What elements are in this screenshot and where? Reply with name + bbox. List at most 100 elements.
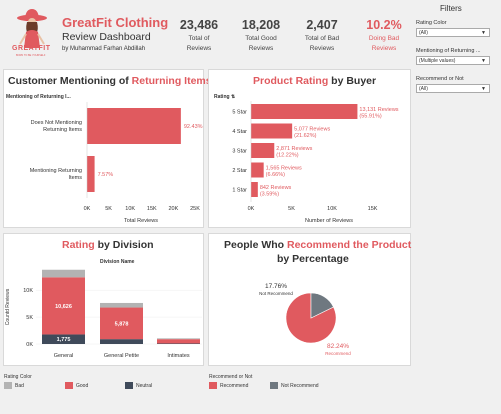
returning-x-tick: 15K <box>147 206 157 212</box>
legend-recommend-title: Recommend or Not <box>209 374 253 380</box>
legend-label-good: Good <box>76 383 89 389</box>
returning-bar <box>87 108 181 144</box>
logo-tagline: BORN TO BE YOURSELF <box>16 54 46 57</box>
rating-bar <box>251 143 275 158</box>
division-bar-neutral <box>157 343 200 344</box>
rating-data-label: 5,077 Reviews <box>294 127 330 133</box>
returning-x-tick: 20K <box>169 206 179 212</box>
filter-recommend-select[interactable]: (All) ▼ <box>416 84 490 93</box>
legend-recommend: Recommend Not Recommend <box>209 382 409 392</box>
filter-returning-label: Mentioning of Returning ... <box>416 48 481 54</box>
returning-category-label: Items <box>69 175 83 181</box>
not-recommend-category-label: Not Recommend <box>259 291 293 296</box>
rating-data-label-pct: (3.59%) <box>260 192 279 198</box>
panel-recommend-title-b: Recommend the Product <box>287 239 412 251</box>
kpi-bad-percent-value: 10.2% <box>366 18 402 32</box>
division-category-label: General Petite <box>104 353 139 359</box>
dashboard-subtitle: Review Dashboard <box>62 31 151 43</box>
division-category-label: Intimates <box>167 353 190 359</box>
returning-x-tick: 5K <box>105 206 112 212</box>
panel-division-title: Rating by Division <box>62 239 154 251</box>
recommend-pie-slice-recommend <box>285 292 337 344</box>
filter-returning-select[interactable]: (Multiple values) ▼ <box>416 56 490 65</box>
kpi-good-reviews-value: 18,208 <box>241 18 281 32</box>
dashboard-author: by Muhammad Farhan Abdillah <box>62 46 146 52</box>
rating-data-label-pct: (12.22%) <box>276 153 298 159</box>
returning-x-axis-label: Total Reviews <box>124 218 158 224</box>
filter-returning-value: (Multiple values) <box>419 58 456 64</box>
rating-x-tick: 0K <box>248 206 255 212</box>
recommend-pie-slice-not-recommend <box>310 292 334 319</box>
rating-x-axis-label: Number of Reviews <box>305 218 353 224</box>
division-bar-good <box>157 339 200 344</box>
legend-label-not-recommend: Not Recommend <box>281 383 319 389</box>
returning-x-tick: 10K <box>125 206 135 212</box>
rating-category-label: 1 Star <box>232 188 247 194</box>
kpi-bad-reviews-label2: Reviews <box>309 45 335 52</box>
returning-header-label: Mentioning of Returning I... <box>6 94 71 100</box>
panel-recommend-title-a: People Who <box>224 239 287 251</box>
not-recommend-data-label: 17.76% <box>265 283 287 290</box>
returning-x-tick: 25K <box>190 206 200 212</box>
panel-rating-title-a: Product Rating <box>253 75 329 87</box>
panel-recommend: People Who Recommend the Product by Perc… <box>208 233 411 366</box>
division-bar-neutral <box>100 339 143 344</box>
kpi-bad-percent-label1: Doing Bad <box>368 35 400 42</box>
panel-division-title-a: Rating <box>62 239 95 251</box>
returning-category-label: Does Not Mentioning <box>31 120 82 126</box>
filter-rating-color-select[interactable]: (All) ▼ <box>416 28 490 37</box>
panel-rating-title-b: by Buyer <box>328 75 377 87</box>
legend-swatch-good <box>65 382 73 389</box>
chevron-down-icon: ▼ <box>481 86 486 92</box>
division-y-tick: 0K <box>26 342 33 348</box>
division-data-label: 5,878 <box>115 321 129 327</box>
returning-bar <box>87 156 95 192</box>
filters-title: Filters <box>440 4 462 13</box>
panel-returning-title: Customer Mentioning of Returning Items <box>8 75 212 87</box>
kpi-good-reviews-label2: Reviews <box>248 45 274 52</box>
rating-bar <box>251 104 358 119</box>
rating-data-label: 842 Reviews <box>260 185 292 191</box>
returning-x-tick: 0K <box>84 206 91 212</box>
sort-icon[interactable]: ⇅ <box>230 94 236 100</box>
filter-recommend-label: Recommend or Not <box>416 76 464 82</box>
rating-category-label: 2 Star <box>232 168 247 174</box>
rating-category-label: 4 Star <box>232 129 247 135</box>
kpi-total-reviews-value: 23,486 <box>179 18 219 32</box>
kpi-total-reviews-label2: Reviews <box>186 45 212 52</box>
rating-x-tick: 10K <box>327 206 337 212</box>
rating-bar <box>251 123 293 139</box>
legend-swatch-bad <box>4 382 12 389</box>
rating-header-label: Rating ⇅ <box>214 94 235 100</box>
kpi-bad-reviews-value: 2,407 <box>306 18 338 32</box>
legend-label-neutral: Neutral <box>136 383 153 389</box>
rating-data-label-pct: (6.66%) <box>266 172 285 178</box>
filter-recommend-value: (All) <box>419 86 428 92</box>
division-bar-good <box>42 277 85 335</box>
rating-category-label: 3 Star <box>232 149 247 155</box>
returning-data-label: 7.57% <box>98 172 114 178</box>
division-bar-bad <box>100 302 143 308</box>
rating-data-label: 13,131 Reviews <box>359 107 398 113</box>
dashboard-title: GreatFit Clothing <box>62 15 169 30</box>
division-data-label: 1,775 <box>57 337 71 343</box>
chevron-down-icon: ▼ <box>481 30 486 36</box>
rating-category-label: 5 Star <box>232 110 247 116</box>
panel-recommend-title-c: by Percentage <box>277 253 349 265</box>
panel-product-rating: Product Rating by Buyer Rating ⇅ 5 Star 1… <box>208 69 411 228</box>
division-bar-neutral <box>42 334 85 344</box>
kpi-bad-reviews-label1: Total of Bad <box>304 35 340 42</box>
division-y-tick: 5K <box>26 315 33 321</box>
legend-label-bad: Bad <box>15 383 24 389</box>
legend-rating: Bad Good Neutral <box>4 382 204 392</box>
kpi-good-reviews-label1: Total Good <box>245 35 277 42</box>
returning-category-label: Mentioning Returning <box>30 168 82 174</box>
legend-swatch-not-recommend <box>270 382 278 389</box>
division-bar-bad <box>157 338 200 340</box>
legend-swatch-recommend <box>209 382 217 389</box>
rating-data-label-pct: (55.91%) <box>359 114 381 120</box>
panel-returning-items: Customer Mentioning of Returning Items M… <box>3 69 212 228</box>
rating-x-tick: 15K <box>368 206 378 212</box>
kpi-bad-percent-label2: Reviews <box>371 45 397 52</box>
